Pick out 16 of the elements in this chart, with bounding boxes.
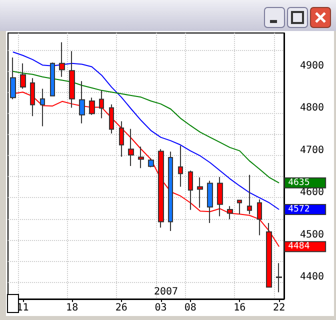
annotation: 2007: [154, 286, 178, 298]
data-label: 4635: [288, 178, 310, 188]
data-label: 4572: [288, 204, 310, 214]
x-tick-label: 22: [273, 302, 286, 314]
y-tick-label: 4700: [300, 144, 324, 156]
x-tick-label: 26: [115, 302, 128, 314]
y-tick-label: 4900: [300, 60, 324, 72]
y-tick-label: 4600: [300, 187, 324, 198]
y-tick-label: 4400: [300, 272, 324, 283]
y-tick-label: 4800: [300, 102, 324, 114]
x-tick-label: 03: [154, 302, 167, 314]
data-label: 4484: [288, 242, 310, 252]
x-tick-label: 18: [66, 302, 78, 314]
y-tick-label: 4500: [300, 229, 324, 240]
x-tick-label: 08: [184, 302, 196, 314]
x-tick-label: 16: [234, 302, 246, 314]
